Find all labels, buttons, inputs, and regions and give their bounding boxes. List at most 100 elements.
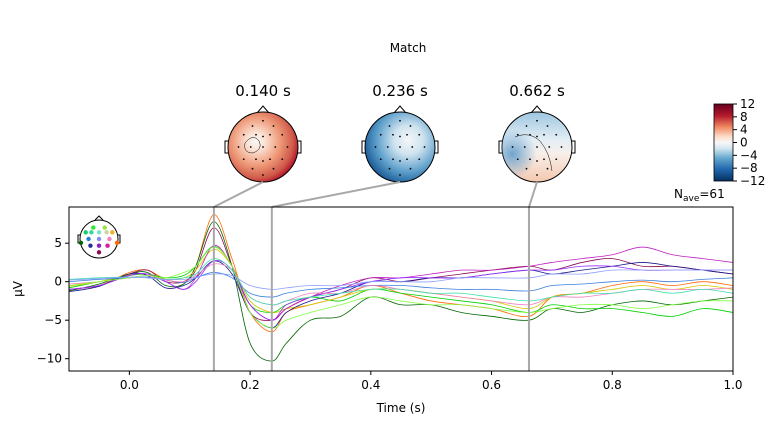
sensor-dot [409,167,412,170]
sensor-dot [546,125,549,127]
sensor-dot [96,250,102,255]
sensor-dot [523,146,526,148]
sensor-dot [91,225,96,230]
n-ave-label: Nave=61 [674,187,725,204]
axes-frame [68,206,734,372]
sensor-dot [529,158,531,161]
nose-icon [256,105,270,114]
topomap-connector [271,181,401,208]
x-tick-label: 0.4 [361,378,380,392]
sensor-dot [555,133,558,136]
ear-icon [361,140,439,154]
x-tick-label: 0.8 [603,378,622,392]
sensor-dot [96,243,102,248]
sensor-dot [251,167,254,170]
y-tick-label: −10 [37,352,62,366]
y-tick-label: −5 [44,313,62,327]
sensor-dot [262,135,264,138]
sensor-dot [516,158,519,161]
sensor-dot [536,135,538,138]
colorbar-gradient [713,103,734,182]
sensor-dot [388,167,391,170]
sensor-dot [525,167,528,170]
colorbar-tick-label: 12 [740,97,755,111]
channel-trace-12 [69,269,733,290]
sensor-dot [548,146,551,148]
nose-icon [393,105,407,114]
sensor-dot [262,146,264,148]
sensor-dot [269,133,271,136]
sensor-dot [546,167,549,170]
sensor-dot [107,236,112,242]
sensor-dot [374,146,377,148]
channel-trace-3 [69,245,733,317]
sensor-dot [262,160,264,162]
sensor-dot [392,133,394,136]
sensor-dot [237,146,240,148]
sensor-dot [399,135,401,138]
sensor-dot [423,146,426,148]
y-tick-label: 0 [54,275,62,289]
sensor-dot [536,146,538,148]
x-tick-label: 1.0 [723,378,742,392]
sensor-dot [406,158,408,161]
ear-icon [498,140,576,154]
sensor-dot [274,146,277,148]
sensor-dot [555,158,558,161]
sensor-dot [83,230,88,235]
sensor-dot [281,158,284,161]
sensor-dot [411,146,414,148]
sensor-dot [543,158,545,161]
channel-trace-7 [69,260,733,321]
channel-trace-2 [69,227,733,321]
sensor-dot [86,236,91,242]
x-tick-label: 0.6 [482,378,501,392]
sensor-dot [114,240,120,245]
channel-trace-0 [69,214,733,333]
sensor-dot [399,160,401,162]
sensor-dot [536,160,538,162]
sensor-dot [418,133,421,136]
colorbar-tick-label: 8 [740,110,748,124]
sensor-dot [386,146,389,148]
sensor-dot [388,125,391,127]
topomap-time-label: 0.236 s [372,82,428,100]
sensor-dot [88,243,93,248]
channel-trace-1 [69,221,733,362]
sensor-dot [255,133,257,136]
ear-icon [224,140,302,154]
sensor-dot [102,225,107,230]
sensor-dot [251,125,254,127]
y-axis-label: µV [11,280,25,297]
sensor-dot [399,146,401,148]
sensor-dot [78,240,84,245]
topomap-row: 0.140 s 0.236 s 0.662 s [224,82,576,183]
nose-icon [530,105,544,114]
sensor-dot [255,158,257,161]
sensor-dot [536,174,538,176]
sensor-dot [543,133,545,136]
colorbar-tick-label: −12 [740,174,765,188]
topomap-connector [528,181,538,208]
contour-line [514,134,553,172]
channel-trace-6 [69,260,733,329]
sensor-dot [392,158,394,161]
sensor-dot [529,133,531,136]
sensor-dot [418,158,421,161]
y-tick-label: 5 [54,236,62,250]
sensor-dot [399,174,401,176]
sensor-dot [511,146,514,148]
colorbar-tick-label: −4 [740,148,758,162]
sensor-dot [399,119,401,122]
sensor-dot [242,158,245,161]
colorbar-tick-label: 4 [740,123,748,137]
sensor-dot [525,125,528,127]
contour-line [244,137,261,154]
topomap-1: 0.236 s [361,82,439,183]
sensor-dot [379,133,382,136]
sensor-dot [96,236,102,242]
topomap-time-label: 0.662 s [509,82,565,100]
topomap-connector [213,181,264,208]
sensor-dot [560,146,563,148]
